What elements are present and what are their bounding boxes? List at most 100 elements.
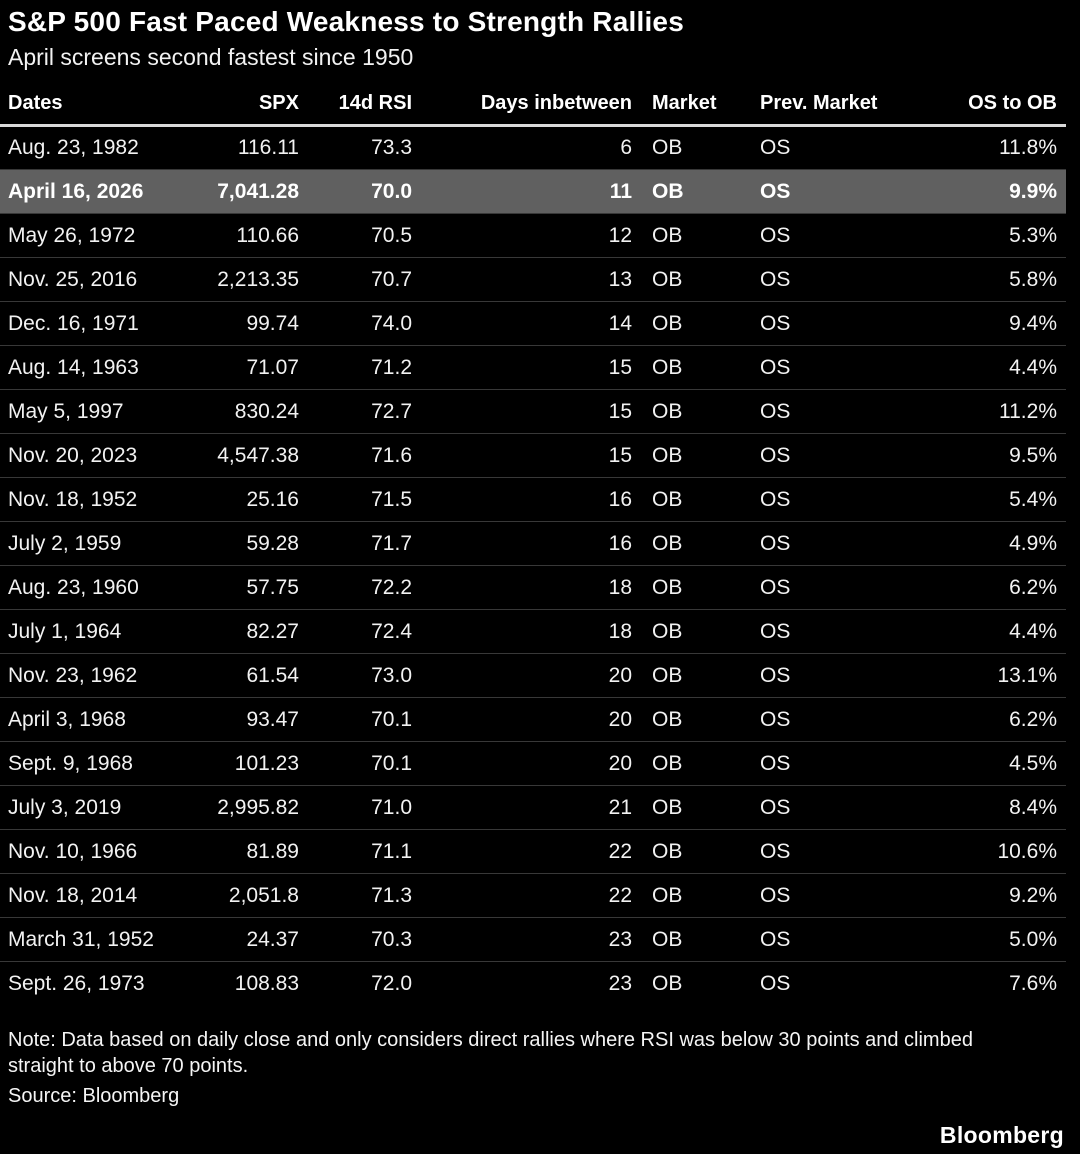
- cell-date: Aug. 23, 1960: [0, 565, 212, 610]
- cell-rsi: 70.1: [299, 741, 412, 786]
- cell-days: 6: [412, 125, 632, 170]
- cell-date: Sept. 9, 1968: [0, 741, 212, 786]
- cell-spx: 61.54: [212, 653, 299, 698]
- cell-os_to_ob: 4.5%: [892, 741, 1066, 786]
- table-row: Dec. 16, 1971 99.74 74.0 14 OB OS 9.4%: [0, 301, 1066, 346]
- column-header-os-to-ob: OS to OB: [892, 92, 1066, 127]
- table-row: Nov. 25, 2016 2,213.35 70.7 13 OB OS 5.8%: [0, 257, 1066, 302]
- cell-spx: 99.74: [212, 301, 299, 346]
- cell-spx: 25.16: [212, 477, 299, 522]
- column-header-prev-market: Prev. Market: [752, 92, 892, 127]
- cell-spx: 24.37: [212, 917, 299, 962]
- cell-spx: 71.07: [212, 345, 299, 390]
- cell-rsi: 70.0: [299, 169, 412, 214]
- cell-market: OB: [632, 609, 752, 654]
- cell-spx: 59.28: [212, 521, 299, 566]
- table-row: Aug. 14, 1963 71.07 71.2 15 OB OS 4.4%: [0, 345, 1066, 390]
- table-row: May 26, 1972 110.66 70.5 12 OB OS 5.3%: [0, 213, 1066, 258]
- chart-subtitle: April screens second fastest since 1950: [8, 44, 414, 70]
- cell-prev_market: OS: [752, 653, 892, 698]
- table-row: May 5, 1997 830.24 72.7 15 OB OS 11.2%: [0, 389, 1066, 434]
- column-header-days-inbetween: Days inbetween: [412, 92, 632, 127]
- cell-rsi: 72.2: [299, 565, 412, 610]
- cell-rsi: 70.3: [299, 917, 412, 962]
- cell-market: OB: [632, 521, 752, 566]
- cell-days: 16: [412, 521, 632, 566]
- cell-os_to_ob: 5.0%: [892, 917, 1066, 962]
- cell-rsi: 70.1: [299, 697, 412, 742]
- cell-rsi: 72.4: [299, 609, 412, 654]
- cell-prev_market: OS: [752, 301, 892, 346]
- cell-rsi: 72.0: [371, 971, 412, 995]
- cell-market: OB: [632, 653, 752, 698]
- cell-prev_market: OS: [752, 565, 892, 610]
- cell-days: 22: [412, 829, 632, 874]
- cell-os_to_ob: 5.8%: [892, 257, 1066, 302]
- cell-os_to_ob: 11.8%: [892, 125, 1066, 170]
- cell-days: 21: [412, 785, 632, 830]
- table-row: March 31, 1952 24.37 70.3 23 OB OS 5.0%: [0, 917, 1066, 962]
- cell-market: OB: [632, 873, 752, 918]
- cell-market: OB: [632, 389, 752, 434]
- cell-rsi: 70.5: [299, 213, 412, 258]
- cell-market: OB: [632, 829, 752, 874]
- cell-rsi: 71.0: [299, 785, 412, 830]
- cell-rsi: 71.1: [299, 829, 412, 874]
- cell-market: OB: [632, 125, 752, 170]
- graphic-container: S&P 500 Fast Paced Weakness to Strength …: [0, 6, 1066, 1107]
- cell-days: 15: [412, 389, 632, 434]
- cell-os_to_ob: 4.4%: [892, 609, 1066, 654]
- cell-market: OB: [632, 741, 752, 786]
- cell-days: 18: [412, 609, 632, 654]
- cell-os_to_ob: 4.9%: [892, 521, 1066, 566]
- cell-rsi: 71.5: [299, 477, 412, 522]
- cell-date: July 3, 2019: [0, 785, 212, 830]
- cell-rsi: 71.6: [299, 433, 412, 478]
- table-row: Nov. 10, 1966 81.89 71.1 22 OB OS 10.6%: [0, 829, 1066, 874]
- cell-days: 20: [412, 741, 632, 786]
- cell-market: OB: [632, 169, 752, 214]
- note-text: Note: Data based on daily close and only…: [8, 1028, 973, 1077]
- cell-date: March 31, 1952: [0, 917, 212, 962]
- cell-days: 13: [412, 257, 632, 302]
- cell-market: OB: [632, 345, 752, 390]
- cell-market: OB: [632, 433, 752, 478]
- cell-market: OB: [632, 477, 752, 522]
- table-header-row: Dates SPX 14d RSI Days inbetween Market Prev.…: [0, 92, 1066, 127]
- cell-days: 11: [412, 169, 632, 214]
- cell-days: 20: [412, 653, 632, 698]
- cell-os_to_ob: 13.1%: [892, 653, 1066, 698]
- cell-prev_market: OS: [752, 257, 892, 302]
- chart-title: S&P 500 Fast Paced Weakness to Strength …: [8, 6, 684, 37]
- cell-spx: 2,051.8: [212, 873, 299, 918]
- cell-date: April 16, 2026: [0, 169, 212, 214]
- cell-spx: 82.27: [212, 609, 299, 654]
- bloomberg-logo: Bloomberg: [939, 1122, 1064, 1148]
- cell-prev_market: OS: [752, 873, 892, 918]
- cell-prev_market: OS: [752, 125, 892, 170]
- cell-days: 14: [412, 301, 632, 346]
- cell-spx: 93.47: [212, 697, 299, 742]
- cell-days: 12: [412, 213, 632, 258]
- cell-prev_market: OS: [752, 433, 892, 478]
- cell-prev_market: OS: [752, 169, 892, 214]
- cell-prev_market: OS: [752, 477, 892, 522]
- cell-os_to_ob: 7.6%: [1009, 971, 1057, 995]
- cell-prev_market: OS: [752, 829, 892, 874]
- cell-spx: 830.24: [212, 389, 299, 434]
- cell-days: 23: [608, 971, 632, 995]
- cell-spx: 110.66: [212, 213, 299, 258]
- cell-os_to_ob: 9.4%: [892, 301, 1066, 346]
- table-row: July 3, 2019 2,995.82 71.0 21 OB OS 8.4%: [0, 785, 1066, 830]
- cell-spx: 116.11: [212, 125, 299, 170]
- cell-date: Nov. 20, 2023: [0, 433, 212, 478]
- cell-date: Sept. 26, 1973: [8, 971, 145, 995]
- cell-date: July 2, 1959: [0, 521, 212, 566]
- cell-date: Aug. 23, 1982: [0, 125, 212, 170]
- column-header-spx: SPX: [212, 92, 299, 127]
- cell-date: July 1, 1964: [0, 609, 212, 654]
- cell-spx: 7,041.28: [212, 169, 299, 214]
- cell-days: 20: [412, 697, 632, 742]
- column-header-14d-rsi: 14d RSI: [299, 92, 412, 127]
